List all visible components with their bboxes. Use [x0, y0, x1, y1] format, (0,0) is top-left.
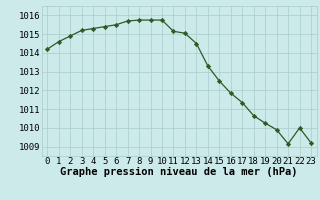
X-axis label: Graphe pression niveau de la mer (hPa): Graphe pression niveau de la mer (hPa) [60, 167, 298, 177]
